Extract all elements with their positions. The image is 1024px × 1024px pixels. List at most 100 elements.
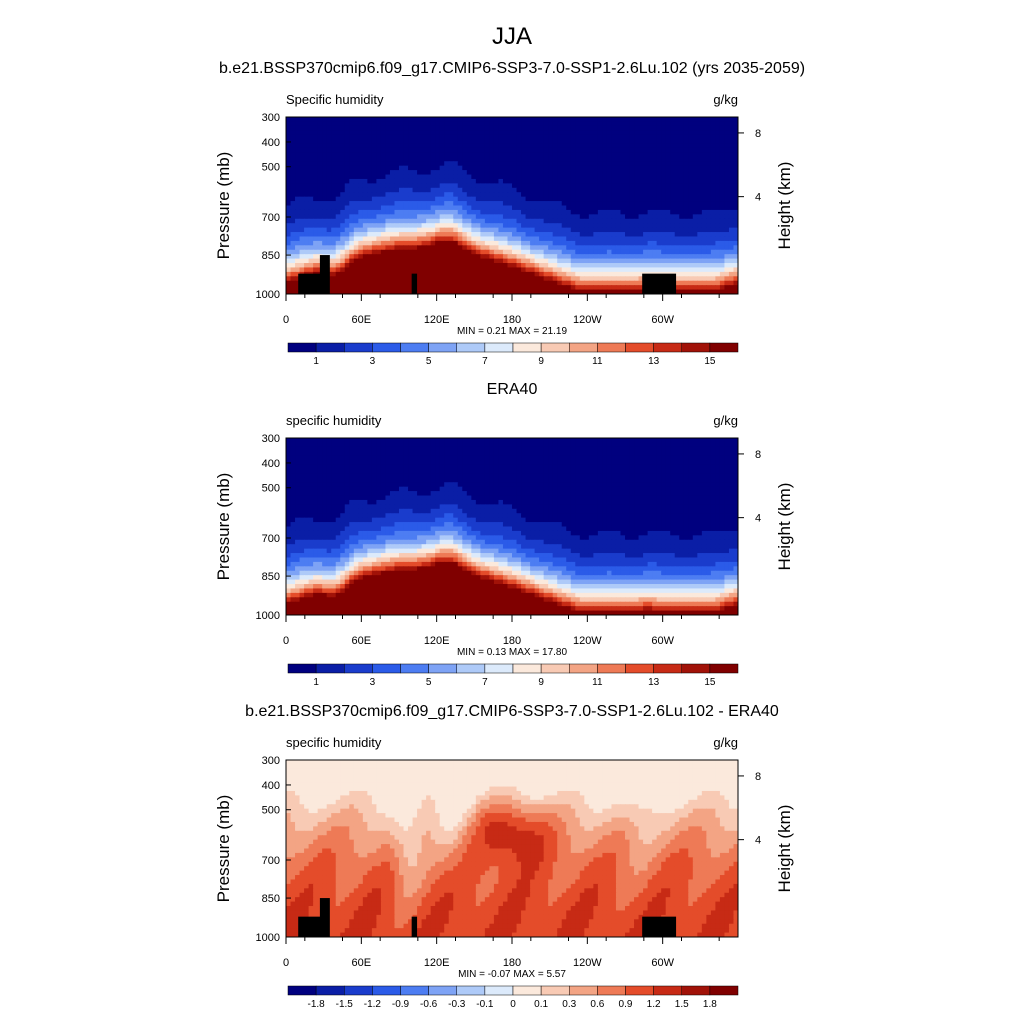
field-cell — [521, 464, 527, 470]
field-cell — [439, 236, 445, 242]
field-cell — [530, 223, 536, 229]
field-cell — [683, 147, 689, 153]
colorbar: 1 3 5 7 9 11 13 15 — [287, 342, 739, 367]
field-cell — [570, 460, 576, 466]
field-cell — [697, 455, 703, 461]
field-cell — [484, 192, 490, 198]
field-cell — [525, 156, 531, 162]
field-cell — [353, 227, 359, 233]
field-cell — [462, 442, 468, 448]
field-cell — [498, 147, 504, 153]
field-cell — [656, 183, 662, 189]
field-cell — [362, 174, 368, 180]
field-cell — [399, 130, 405, 136]
field-cell — [471, 442, 477, 448]
field-cell — [634, 245, 640, 251]
field-cell — [322, 134, 328, 140]
field-cell — [634, 285, 640, 291]
field-cell — [548, 117, 554, 123]
field-cell — [349, 263, 355, 269]
field-cell — [561, 192, 567, 198]
field-cell — [611, 258, 617, 264]
field-cell — [331, 232, 337, 238]
field-cell — [493, 214, 500, 220]
field-cell — [439, 156, 445, 162]
field-cell — [629, 117, 635, 123]
field-cell — [389, 254, 396, 260]
field-cell — [701, 130, 707, 136]
field-cell — [403, 254, 409, 260]
field-cell — [322, 245, 328, 251]
field-cell — [480, 214, 486, 220]
field-cell — [344, 192, 350, 198]
field-cell — [394, 156, 400, 162]
field-cell — [548, 468, 554, 474]
field-cell — [724, 178, 730, 184]
field-cell — [701, 156, 707, 162]
field-cell — [688, 143, 694, 149]
field-cell — [534, 214, 540, 220]
field-cell — [534, 205, 540, 211]
field-cell — [326, 464, 332, 470]
field-cell — [412, 455, 418, 461]
field-cell — [408, 245, 414, 251]
field-cell — [539, 267, 545, 273]
field-cell — [417, 263, 423, 269]
field-cell — [701, 232, 707, 238]
field-cell — [588, 276, 594, 282]
field-cell — [453, 289, 459, 294]
field-cell — [706, 258, 712, 264]
field-cell — [489, 125, 495, 131]
topography-mask — [411, 273, 418, 294]
field-cell — [552, 438, 558, 444]
field-cell — [380, 249, 387, 255]
field-cell — [439, 165, 445, 171]
field-cell — [439, 232, 445, 238]
field-cell — [317, 117, 323, 123]
field-cell — [299, 205, 305, 211]
field-cell — [670, 139, 676, 145]
y-tick-label: 400 — [262, 137, 280, 149]
field-cell — [625, 152, 631, 158]
field-cell — [299, 245, 305, 251]
field-cell — [417, 196, 423, 202]
field-cell — [557, 249, 563, 255]
field-cell — [299, 117, 305, 123]
field-cell — [493, 258, 500, 264]
field-cells — [286, 117, 738, 294]
field-cell — [385, 451, 391, 457]
field-cell — [674, 143, 680, 149]
field-cell — [620, 121, 626, 127]
field-cell — [389, 263, 396, 269]
field-cell — [543, 121, 549, 127]
field-cell — [385, 152, 391, 158]
field-cell — [417, 143, 423, 149]
field-cell — [575, 267, 581, 273]
field-cell — [489, 446, 495, 452]
field-cell — [701, 438, 707, 444]
field-cell — [498, 468, 504, 474]
field-cell — [417, 460, 423, 466]
field-cell — [557, 271, 563, 277]
field-cell — [557, 214, 563, 220]
field-cell — [376, 446, 382, 452]
field-cell — [444, 455, 450, 461]
field-cell — [389, 125, 396, 131]
field-cell — [629, 232, 635, 238]
field-cell — [475, 473, 481, 479]
field-cell — [697, 223, 703, 229]
field-cell — [661, 121, 667, 127]
field-cell — [362, 170, 368, 176]
field-cell — [557, 165, 563, 171]
field-cell — [353, 201, 359, 207]
field-cell — [665, 201, 671, 207]
field-cells — [286, 438, 738, 615]
field-cell — [643, 455, 649, 461]
field-cell — [304, 121, 310, 127]
field-cell — [286, 289, 292, 294]
field-cell — [530, 147, 536, 153]
field-cell — [647, 192, 653, 198]
field-cell — [593, 152, 599, 158]
field-cell — [679, 227, 685, 233]
field-cell — [719, 134, 726, 140]
